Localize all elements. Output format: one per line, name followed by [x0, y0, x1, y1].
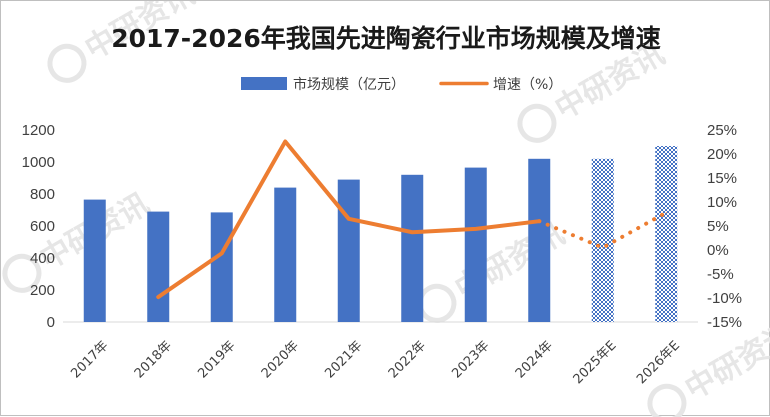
y-right-tick-label: 20%: [707, 146, 737, 163]
y-left-tick-label: 1000: [22, 154, 55, 171]
bar: [210, 212, 233, 322]
y-left-tick-label: 800: [30, 186, 55, 203]
watermark-logo-icon: [47, 43, 87, 83]
line-series: [156, 139, 669, 300]
bar-estimated: [591, 158, 614, 322]
bar: [337, 179, 360, 322]
y-left-tick-label: 200: [30, 282, 55, 299]
x-tick-label: 2023年: [449, 338, 492, 381]
growth-point: [475, 228, 477, 230]
growth-point: [221, 252, 223, 254]
watermark-logo-icon: [647, 383, 687, 417]
y-left-tick-label: 600: [30, 218, 55, 235]
watermark-logo-icon: [2, 253, 42, 293]
y-right-tick-label: 15%: [707, 170, 737, 187]
x-tick-label: 2025年E: [571, 338, 620, 387]
watermark-2: 中研资讯: [2, 187, 156, 293]
bar: [274, 187, 297, 322]
bar-estimated: [655, 146, 678, 322]
growth-point: [665, 212, 667, 214]
x-tick-label: 2017年: [68, 338, 111, 381]
x-tick-label: 2026年E: [634, 338, 683, 387]
growth-point: [284, 141, 286, 143]
y-right-tick-label: -10%: [707, 290, 742, 307]
y-axis-left: 0 200 400 600 800 1000 1200: [22, 122, 55, 331]
growth-point: [348, 218, 350, 220]
bar-series: [83, 146, 678, 322]
bar: [401, 174, 424, 322]
x-tick-label: 2019年: [195, 338, 238, 381]
x-axis: 2017年 2018年 2019年 2020年 2021年 2022年 2023年 2024年…: [68, 338, 683, 387]
chart-title: 2017-2026年我国先进陶瓷行业市场规模及增速: [111, 24, 661, 53]
growth-point: [538, 220, 540, 222]
x-tick-label: 2022年: [386, 338, 429, 381]
growth-line-estimated: [537, 210, 669, 250]
growth-point: [157, 296, 159, 298]
bar: [83, 199, 106, 322]
growth-point: [602, 247, 604, 249]
bar: [147, 211, 170, 322]
y-left-tick-label: 0: [47, 314, 55, 331]
bar: [528, 158, 551, 322]
y-right-tick-label: 10%: [707, 194, 737, 211]
legend-swatch-bar: [241, 77, 287, 90]
x-tick-label: 2021年: [322, 338, 365, 381]
x-tick-label: 2024年: [513, 338, 556, 381]
legend-label-line: 增速（%）: [493, 77, 562, 93]
legend: 市场规模（亿元） 增速（%）: [241, 76, 562, 93]
growth-point: [411, 231, 413, 233]
watermark-logo-icon: [517, 103, 557, 143]
y-right-tick-label: -15%: [707, 314, 742, 331]
x-tick-label: 2018年: [132, 338, 175, 381]
y-right-tick-label: 0%: [707, 242, 729, 259]
y-right-tick-label: 5%: [707, 218, 729, 235]
bar: [464, 167, 487, 322]
y-axis-right: -15% -10% -5% 0% 5% 10% 15% 20% 25%: [707, 122, 742, 331]
legend-label-bar: 市场规模（亿元）: [293, 76, 405, 93]
y-right-tick-label: 25%: [707, 122, 737, 139]
x-tick-label: 2020年: [259, 338, 302, 381]
y-right-tick-label: -5%: [707, 266, 734, 283]
y-left-tick-label: 400: [30, 250, 55, 267]
y-left-tick-label: 1200: [22, 122, 55, 139]
